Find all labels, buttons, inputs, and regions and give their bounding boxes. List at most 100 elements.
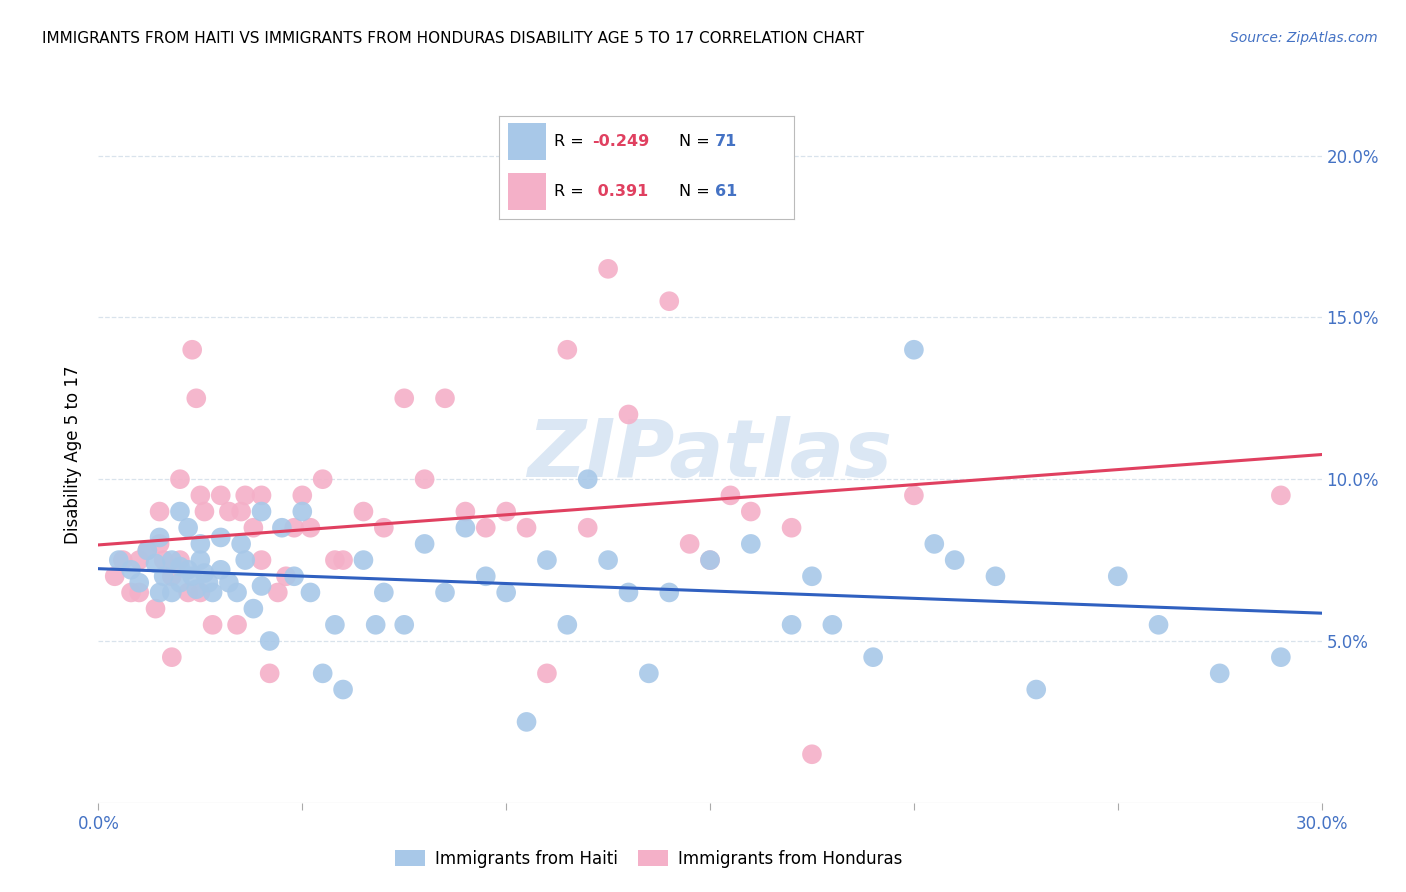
Point — [136, 543, 159, 558]
Point — [283, 569, 305, 583]
Point — [598, 553, 620, 567]
Point — [149, 504, 172, 518]
Point — [658, 294, 681, 309]
Text: 71: 71 — [714, 134, 737, 149]
Point — [242, 521, 264, 535]
Point — [145, 557, 167, 571]
Point — [740, 504, 762, 518]
Point — [903, 343, 925, 357]
Point — [658, 585, 681, 599]
Point — [218, 575, 240, 590]
Point — [186, 392, 208, 406]
Point — [740, 537, 762, 551]
Point — [617, 585, 640, 599]
Text: 61: 61 — [714, 185, 737, 200]
Point — [1270, 650, 1292, 665]
Point — [312, 666, 335, 681]
Point — [169, 504, 191, 518]
Point — [352, 553, 374, 567]
Point — [984, 569, 1007, 583]
Point — [181, 343, 204, 357]
Point — [516, 521, 538, 535]
Point — [283, 521, 305, 535]
Point — [128, 553, 150, 567]
Point — [780, 521, 803, 535]
Point — [291, 488, 314, 502]
Point — [149, 531, 172, 545]
Point — [160, 569, 183, 583]
Point — [392, 392, 416, 406]
Point — [169, 575, 191, 590]
Point — [177, 563, 200, 577]
Point — [193, 566, 215, 580]
Point — [188, 553, 212, 567]
Point — [576, 521, 599, 535]
Point — [188, 585, 212, 599]
Point — [209, 563, 232, 577]
Point — [299, 585, 322, 599]
Bar — [508, 123, 547, 160]
Point — [149, 537, 172, 551]
Point — [231, 537, 253, 551]
Point — [943, 553, 966, 567]
Point — [201, 617, 224, 632]
Point — [516, 714, 538, 729]
Point — [242, 601, 264, 615]
Point — [1025, 682, 1047, 697]
Point — [177, 521, 200, 535]
Point — [104, 569, 127, 583]
Point — [576, 472, 599, 486]
Point — [169, 553, 191, 567]
Text: R =: R = — [554, 185, 589, 200]
Point — [128, 585, 150, 599]
Point — [922, 537, 945, 551]
Point — [323, 617, 346, 632]
Text: Source: ZipAtlas.com: Source: ZipAtlas.com — [1230, 31, 1378, 45]
Point — [699, 553, 721, 567]
Point — [536, 666, 558, 681]
Point — [1107, 569, 1129, 583]
Point — [413, 472, 436, 486]
Point — [250, 488, 273, 502]
Point — [231, 504, 253, 518]
Point — [1147, 617, 1170, 632]
Point — [188, 537, 212, 551]
Text: -0.249: -0.249 — [592, 134, 650, 149]
Point — [226, 617, 249, 632]
Point — [197, 575, 219, 590]
Point — [209, 488, 232, 502]
Point — [299, 521, 322, 535]
Point — [801, 747, 824, 762]
Point — [201, 585, 224, 599]
Y-axis label: Disability Age 5 to 17: Disability Age 5 to 17 — [65, 366, 83, 544]
Point — [392, 617, 416, 632]
Text: 0.391: 0.391 — [592, 185, 648, 200]
Point — [780, 617, 803, 632]
Point — [274, 569, 297, 583]
Point — [152, 569, 174, 583]
Point — [169, 472, 191, 486]
Point — [128, 575, 150, 590]
Point — [679, 537, 702, 551]
Point — [186, 582, 208, 597]
Point — [352, 504, 374, 518]
Point — [598, 261, 620, 276]
Point — [259, 666, 281, 681]
Point — [536, 553, 558, 567]
Point — [160, 553, 183, 567]
Point — [250, 504, 273, 518]
Point — [250, 579, 273, 593]
Point — [136, 543, 159, 558]
Point — [495, 504, 517, 518]
Point — [233, 488, 256, 502]
Point — [474, 521, 498, 535]
Point — [373, 585, 395, 599]
Text: N =: N = — [679, 185, 716, 200]
Point — [332, 553, 354, 567]
Point — [862, 650, 884, 665]
Point — [181, 569, 204, 583]
Point — [557, 617, 579, 632]
Point — [209, 531, 232, 545]
Point — [145, 601, 167, 615]
Point — [364, 617, 387, 632]
